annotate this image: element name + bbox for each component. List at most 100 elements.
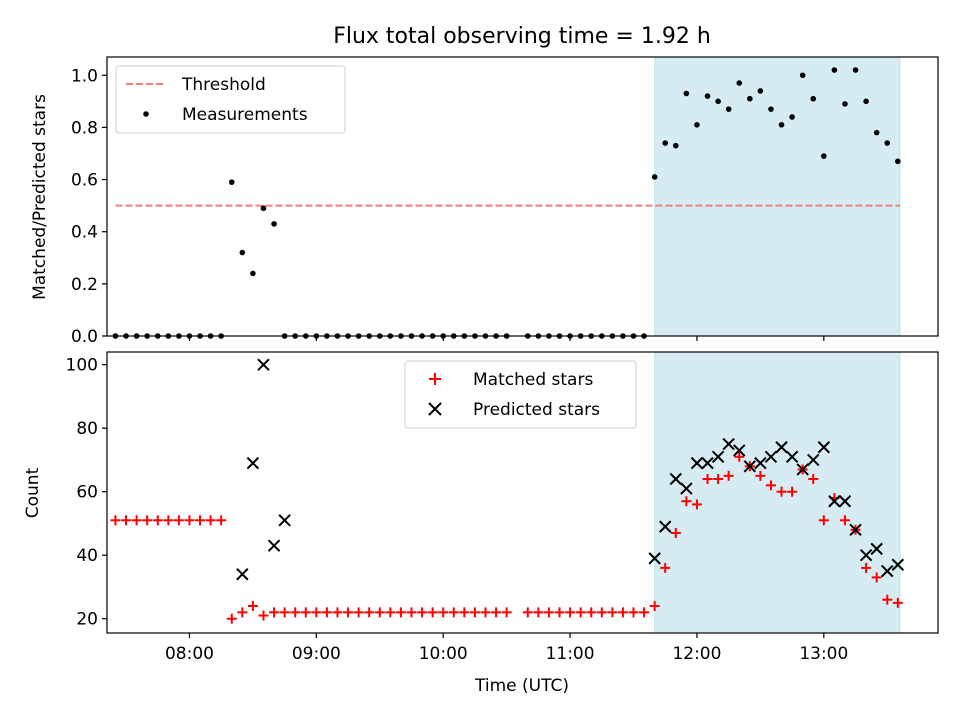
predicted-point <box>764 450 778 463</box>
axes-frame <box>106 351 939 634</box>
predicted-points <box>236 358 905 581</box>
measurement-point <box>789 114 795 120</box>
matched-point <box>469 607 480 618</box>
predicted-point <box>828 495 841 508</box>
x-tick-label: 08:00 <box>165 644 214 664</box>
measurement-point <box>694 121 700 128</box>
matched-point <box>639 607 650 618</box>
matched-point <box>131 515 142 526</box>
measurement-point <box>831 67 838 73</box>
measurement-point <box>704 93 711 99</box>
measurement-point <box>852 67 859 73</box>
bottom-legend-frame <box>404 360 637 429</box>
matched-point <box>332 607 343 618</box>
matched-point <box>385 607 396 618</box>
y-tick-label: 0.0 <box>71 327 98 347</box>
measurement-point <box>736 80 743 86</box>
measurement-point <box>778 121 785 128</box>
measurement-point <box>683 90 690 97</box>
matched-point <box>216 515 227 526</box>
predicted-point <box>891 558 905 571</box>
predicted-point <box>807 453 820 467</box>
matched-point <box>364 607 375 618</box>
matched-point <box>195 515 206 526</box>
predicted-point <box>236 568 249 581</box>
matched-point <box>649 601 660 612</box>
predicted-point <box>257 358 270 371</box>
matched-point <box>660 562 671 573</box>
matched-point <box>861 562 872 573</box>
predicted-point <box>775 441 788 454</box>
predicted-point <box>754 456 767 470</box>
matched-point <box>417 607 428 618</box>
measurement-point <box>884 140 891 146</box>
matched-point <box>184 515 195 526</box>
top-ylabel: Matched/Predicted stars <box>30 94 50 300</box>
top-legend: Threshold Measurements <box>115 65 346 134</box>
matched-point <box>554 607 565 618</box>
matched-point <box>173 515 184 526</box>
measurement-point <box>873 129 880 136</box>
predicted-point <box>733 444 746 457</box>
top-axes: 0.0 0.2 0.4 0.6 0.8 1.0 <box>71 56 939 347</box>
measurement-point <box>260 205 267 212</box>
y-tick-label: 0.8 <box>71 118 98 138</box>
matched-point <box>343 607 354 618</box>
predicted-point <box>743 460 757 473</box>
measurement-point <box>747 95 753 102</box>
predicted-point <box>859 549 873 562</box>
matched-point <box>670 527 681 538</box>
y-tick-label: 0.2 <box>71 275 98 295</box>
predicted-point <box>817 441 831 454</box>
matched-point <box>406 607 417 618</box>
predicted-point <box>796 463 809 476</box>
measurement-point <box>715 98 721 105</box>
predicted-point <box>690 456 704 470</box>
measurement-point <box>842 101 848 107</box>
measurement-point <box>725 106 732 112</box>
matched-point <box>522 607 533 618</box>
matched-point <box>892 597 903 608</box>
measurement-point <box>757 88 764 94</box>
measurement-point <box>239 249 246 256</box>
matched-point <box>491 607 502 618</box>
matched-point <box>110 515 121 526</box>
matched-point <box>617 607 628 618</box>
matched-point <box>427 607 438 618</box>
matched-point <box>734 451 745 462</box>
bottom-panel: 08:00 09:00 10:00 11:00 12:00 13:00 20 40 60 80 10… <box>23 351 939 696</box>
measurement-point <box>821 153 827 159</box>
predicted-point <box>267 539 281 552</box>
measurement-point <box>895 158 901 165</box>
measurement-point <box>662 140 669 146</box>
measurement-point <box>271 221 277 227</box>
matched-point <box>438 607 449 618</box>
legend-predicted-label: Predicted stars <box>473 400 600 420</box>
axes-frame <box>106 56 939 337</box>
predicted-point <box>849 523 862 537</box>
matched-point <box>713 474 724 485</box>
matched-point <box>607 607 618 618</box>
matched-point <box>459 607 470 618</box>
top-legend-frame <box>115 65 346 134</box>
matched-point <box>871 572 882 583</box>
matched-point <box>152 515 163 526</box>
matched-point <box>681 496 692 507</box>
matched-point <box>723 470 734 481</box>
legend-matched-label: Matched stars <box>473 370 593 390</box>
matched-point <box>121 515 132 526</box>
predicted-point <box>711 450 725 463</box>
matched-point <box>374 607 385 618</box>
matched-point <box>142 515 153 526</box>
measurement-point <box>250 270 256 277</box>
predicted-point <box>722 437 735 451</box>
matched-point <box>247 601 258 612</box>
matched-point <box>448 607 459 618</box>
predicted-point <box>669 472 683 486</box>
matched-point <box>480 607 491 618</box>
measurement-point <box>768 106 774 112</box>
y-tick-label: 100 <box>66 356 98 376</box>
matched-point <box>787 486 798 497</box>
measurement-point <box>228 179 235 185</box>
predicted-point <box>838 495 852 508</box>
